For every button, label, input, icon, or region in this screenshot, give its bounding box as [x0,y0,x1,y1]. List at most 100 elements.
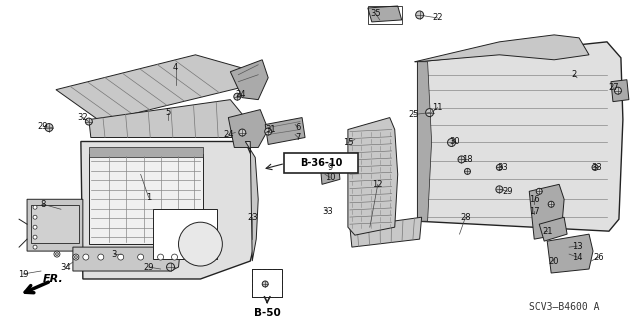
Bar [89,147,204,158]
Circle shape [496,186,503,193]
Circle shape [73,254,79,260]
Circle shape [54,251,60,257]
Text: 34: 34 [61,263,71,271]
Circle shape [426,108,433,116]
Circle shape [536,188,542,194]
Text: 32: 32 [77,113,88,122]
Circle shape [172,254,177,260]
Polygon shape [228,110,268,147]
Text: 33: 33 [591,163,602,172]
Text: 33: 33 [497,163,508,172]
Text: 9: 9 [327,163,333,172]
Polygon shape [529,184,564,239]
Text: 24: 24 [223,130,234,139]
Polygon shape [350,217,422,247]
Polygon shape [320,158,340,184]
Text: 10: 10 [324,173,335,182]
Text: 18: 18 [462,155,473,164]
Circle shape [118,254,124,260]
Circle shape [33,215,37,219]
Text: 33: 33 [323,207,333,216]
Circle shape [33,225,37,229]
Polygon shape [547,234,593,273]
Circle shape [138,254,143,260]
Polygon shape [230,60,268,100]
Circle shape [179,222,222,266]
Text: 25: 25 [408,110,419,119]
Polygon shape [265,118,305,145]
Bar [252,269,282,297]
Circle shape [548,201,554,207]
Circle shape [465,168,470,174]
Text: 21: 21 [542,227,552,236]
Circle shape [45,123,53,131]
Bar [368,6,402,24]
Text: 29: 29 [38,122,48,131]
Text: 1: 1 [146,193,151,202]
Circle shape [33,245,37,249]
Text: 28: 28 [460,213,471,222]
Bar [152,209,218,259]
Polygon shape [415,35,589,62]
Text: 14: 14 [572,253,582,262]
Polygon shape [348,118,397,235]
Circle shape [415,11,424,19]
Text: 35: 35 [371,10,381,19]
Text: 30: 30 [449,137,460,146]
Polygon shape [418,62,431,221]
Text: 27: 27 [609,83,620,92]
Text: 29: 29 [143,263,154,271]
Polygon shape [418,42,623,231]
Text: 31: 31 [265,125,275,134]
Text: 12: 12 [372,180,383,189]
Text: 7: 7 [296,133,301,142]
Text: 24: 24 [235,90,246,99]
Circle shape [166,263,175,271]
Circle shape [98,254,104,260]
Text: FR.: FR. [43,274,64,284]
Circle shape [33,235,37,239]
Text: 8: 8 [40,200,45,209]
Text: 22: 22 [433,13,443,22]
Text: 13: 13 [572,241,582,251]
Text: 6: 6 [296,123,301,132]
Polygon shape [540,217,567,241]
Text: 5: 5 [165,108,170,117]
Text: B-36-10: B-36-10 [300,159,342,168]
Circle shape [265,128,271,135]
Circle shape [239,129,246,136]
Polygon shape [27,199,83,251]
Text: 29: 29 [502,187,513,196]
Circle shape [157,254,164,260]
Text: 4: 4 [173,63,178,72]
Circle shape [234,93,241,100]
Circle shape [262,281,268,287]
Polygon shape [81,142,255,279]
Text: B-50: B-50 [254,308,280,318]
Circle shape [33,205,37,209]
Text: 15: 15 [342,138,353,147]
Polygon shape [73,247,180,271]
Text: 23: 23 [247,213,257,222]
Text: 2: 2 [572,70,577,79]
Circle shape [497,164,502,170]
Circle shape [614,87,621,94]
Circle shape [592,164,598,170]
Circle shape [458,156,465,163]
Bar [31,205,79,243]
Polygon shape [245,142,258,261]
Circle shape [74,256,77,259]
Text: 16: 16 [529,195,540,204]
Polygon shape [611,80,629,102]
Polygon shape [368,6,402,22]
Circle shape [85,118,92,125]
FancyBboxPatch shape [284,153,358,173]
Polygon shape [56,55,255,122]
Circle shape [447,138,456,146]
Text: 17: 17 [529,207,540,216]
Text: 26: 26 [594,253,604,262]
Circle shape [83,254,89,260]
Text: 20: 20 [548,256,559,265]
Polygon shape [89,100,248,137]
Text: SCV3–B4600 A: SCV3–B4600 A [529,302,600,312]
